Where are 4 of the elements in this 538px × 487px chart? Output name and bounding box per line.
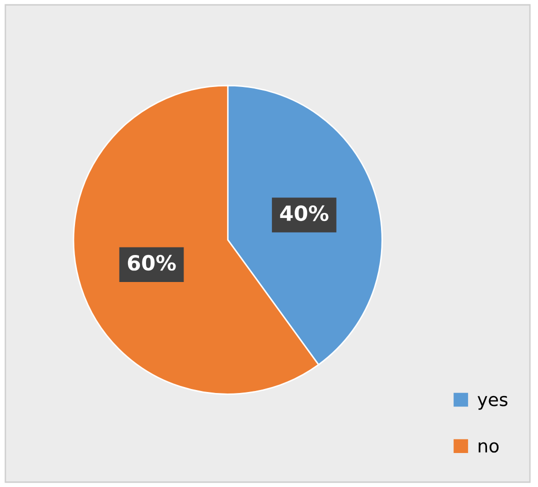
legend-label: no (478, 442, 499, 453)
legend-label: yes (478, 396, 508, 410)
data-label: 60% (128, 254, 176, 271)
data-label: 40% (280, 205, 328, 222)
